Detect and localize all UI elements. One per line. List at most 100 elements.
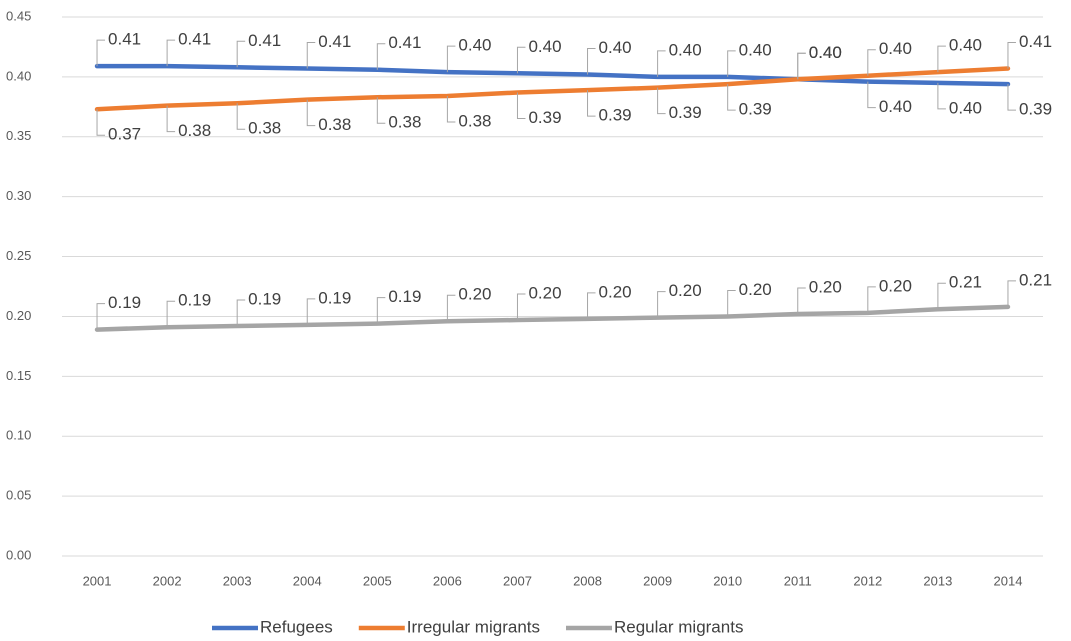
data-label: 0.41	[108, 30, 141, 49]
y-tick-label: 0.35	[6, 128, 31, 143]
data-label: 0.41	[178, 30, 211, 49]
label-leader	[516, 92, 526, 119]
label-leader	[727, 289, 736, 317]
data-label: 0.19	[388, 287, 421, 306]
label-leader	[1007, 42, 1016, 69]
data-label: 0.41	[388, 33, 421, 52]
data-label: 0.19	[318, 288, 351, 307]
label-leader	[937, 45, 946, 73]
label-leader	[306, 99, 316, 127]
label-leader	[867, 81, 876, 109]
y-tick-label: 0.05	[6, 488, 31, 503]
data-label: 0.41	[248, 31, 281, 50]
data-label: 0.40	[949, 98, 982, 117]
data-label: 0.39	[599, 106, 632, 125]
x-tick-label: 2006	[433, 573, 462, 588]
label-leader	[797, 52, 806, 80]
label-leader	[446, 96, 456, 123]
y-tick-label: 0.45	[6, 8, 31, 23]
data-label: 0.21	[1019, 270, 1052, 289]
label-leader	[376, 43, 386, 70]
label-leader	[937, 82, 946, 110]
label-leader	[867, 286, 876, 313]
y-tick-label: 0.00	[6, 547, 31, 562]
label-leader	[376, 97, 386, 124]
data-label: 0.20	[458, 285, 491, 304]
label-leader	[446, 294, 456, 322]
label-leader	[1007, 280, 1016, 307]
x-tick-label: 2003	[223, 573, 252, 588]
data-label: 0.38	[388, 113, 421, 132]
data-label: 0.38	[178, 121, 211, 140]
y-tick-label: 0.25	[6, 248, 31, 263]
label-leader	[166, 300, 176, 328]
y-tick-label: 0.10	[6, 428, 31, 443]
label-leader	[166, 39, 176, 67]
y-tick-label: 0.15	[6, 368, 31, 383]
x-tick-label: 2012	[853, 573, 882, 588]
x-tick-label: 2007	[503, 573, 532, 588]
label-leader	[96, 303, 106, 330]
series-line	[94, 63, 1011, 87]
data-label: 0.39	[739, 100, 772, 119]
data-label: 0.40	[599, 38, 632, 57]
label-leader	[727, 84, 736, 111]
legend-label: Refugees	[260, 617, 333, 636]
data-label: 0.19	[248, 290, 281, 309]
label-leader	[306, 42, 316, 69]
data-label: 0.40	[949, 36, 982, 55]
data-label: 0.40	[879, 39, 912, 58]
label-leader	[236, 103, 246, 130]
x-tick-label: 2014	[994, 573, 1023, 588]
label-leader	[657, 87, 666, 115]
data-label: 0.40	[809, 43, 842, 62]
legend-label: Regular migrants	[614, 617, 743, 636]
label-leader	[96, 39, 106, 67]
y-tick-label: 0.20	[6, 308, 31, 323]
series-line	[94, 304, 1011, 332]
y-tick-label: 0.30	[6, 188, 31, 203]
data-label: 0.20	[669, 281, 702, 300]
label-leader	[657, 50, 666, 77]
label-leader	[96, 109, 106, 136]
data-label: 0.20	[879, 276, 912, 295]
label-leader	[236, 299, 246, 327]
x-tick-label: 2010	[713, 573, 742, 588]
data-label: 0.40	[669, 40, 702, 59]
label-leader	[306, 298, 316, 325]
data-label: 0.39	[528, 108, 561, 127]
label-leader	[587, 47, 596, 75]
y-tick-label: 0.40	[6, 68, 31, 83]
label-leader	[376, 297, 386, 324]
label-leader	[587, 292, 596, 319]
legend-label: Irregular migrants	[407, 617, 540, 636]
data-label: 0.20	[528, 284, 561, 303]
label-leader	[446, 45, 456, 73]
data-label: 0.40	[809, 43, 842, 62]
data-label: 0.38	[248, 119, 281, 138]
label-leader	[587, 90, 596, 117]
x-tick-label: 2001	[83, 573, 112, 588]
x-tick-label: 2005	[363, 573, 392, 588]
data-label: 0.19	[178, 291, 211, 310]
label-leader	[1007, 84, 1016, 111]
label-leader	[657, 291, 666, 318]
label-leader	[727, 50, 736, 77]
label-leader	[236, 40, 246, 68]
label-leader	[516, 46, 526, 74]
label-leader	[166, 105, 176, 133]
data-label: 0.40	[458, 36, 491, 55]
label-leader	[516, 293, 526, 321]
data-label: 0.21	[949, 273, 982, 292]
data-label: 0.38	[458, 112, 491, 131]
data-label: 0.40	[528, 37, 561, 56]
data-label: 0.20	[599, 282, 632, 301]
data-label: 0.39	[669, 103, 702, 122]
label-leader	[937, 282, 946, 310]
data-label: 0.39	[1019, 100, 1052, 119]
label-leader	[867, 49, 876, 76]
label-leader	[797, 287, 806, 315]
series-line	[94, 66, 1011, 112]
x-tick-label: 2011	[784, 573, 812, 588]
